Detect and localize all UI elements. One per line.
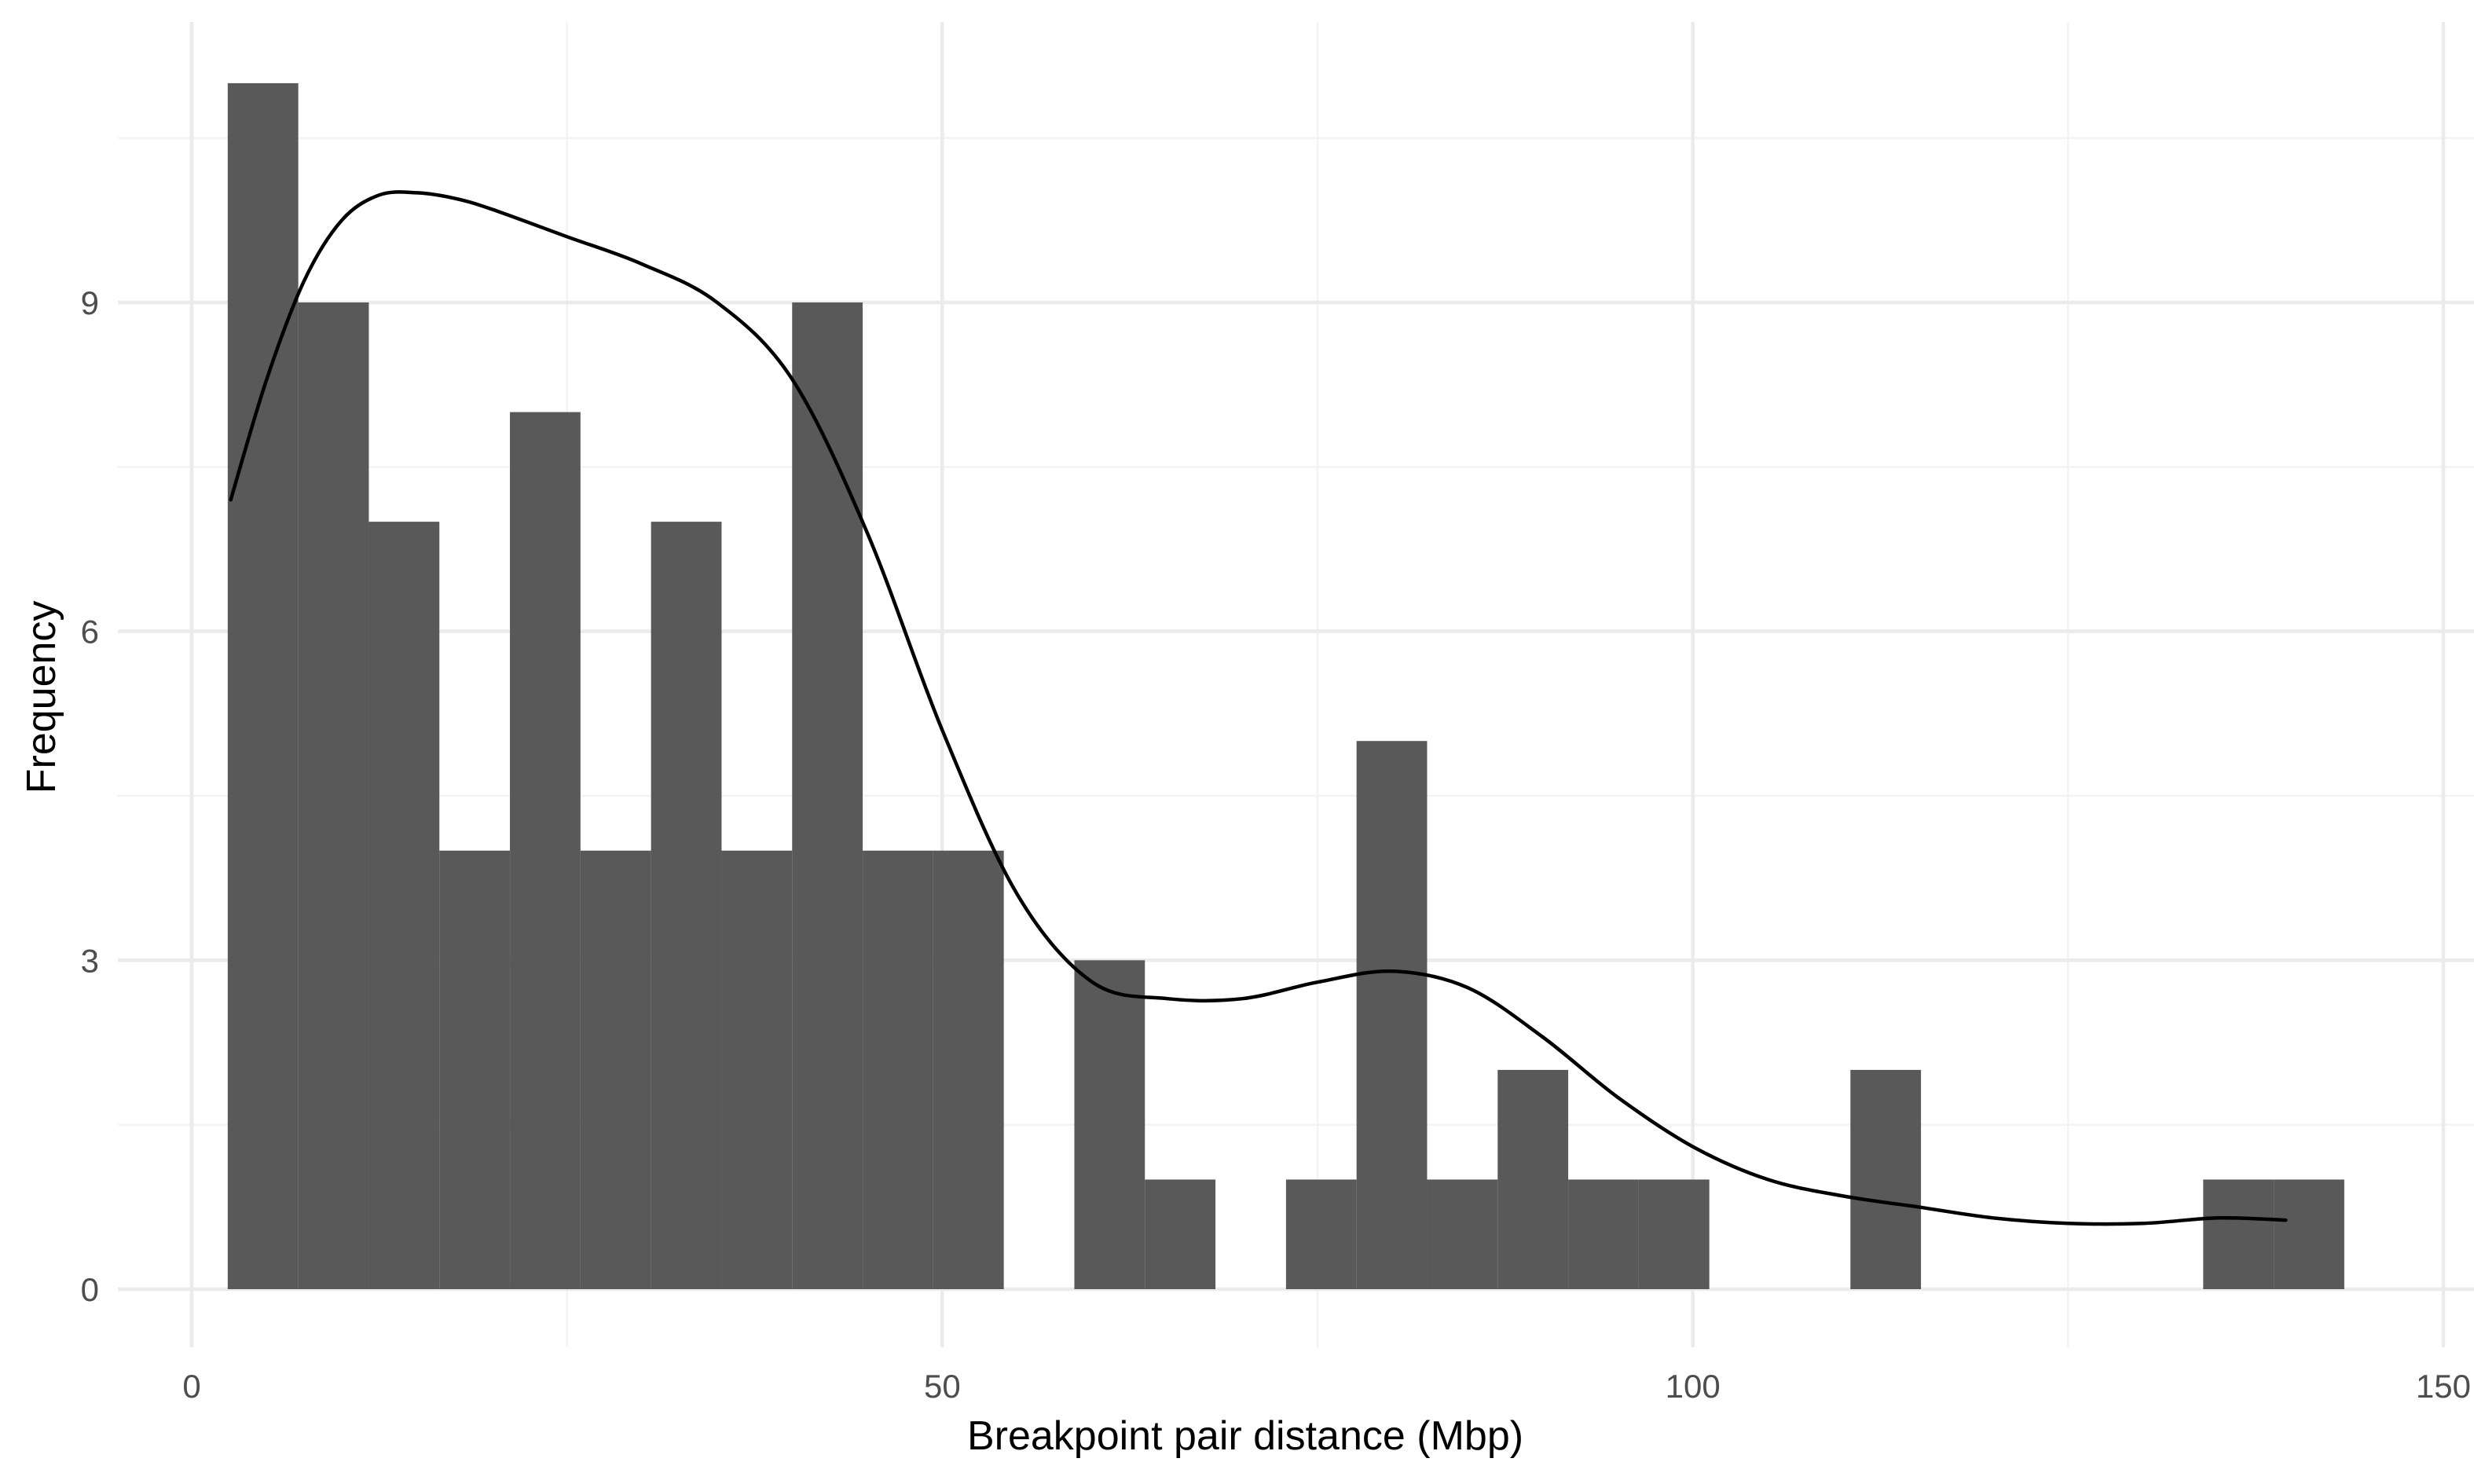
histogram-bar bbox=[2203, 1179, 2274, 1289]
y-tick-label: 6 bbox=[81, 614, 99, 650]
histogram-bars bbox=[227, 82, 2344, 1289]
histogram-bar bbox=[651, 522, 722, 1289]
histogram-bar bbox=[2274, 1179, 2344, 1289]
histogram-bar bbox=[298, 302, 369, 1289]
y-axis-tick-labels: 0 3 6 9 bbox=[81, 284, 99, 1308]
histogram-bar bbox=[933, 850, 1004, 1289]
histogram-bar bbox=[721, 850, 793, 1289]
histogram-bar bbox=[1497, 1069, 1569, 1289]
histogram-bar bbox=[1850, 1069, 1922, 1289]
x-axis-title: Breakpoint pair distance (Mbp) bbox=[967, 1413, 1523, 1459]
histogram-bar bbox=[792, 302, 863, 1289]
histogram-bar bbox=[1356, 741, 1428, 1289]
y-axis-title: Frequency bbox=[19, 601, 64, 794]
histogram-bar bbox=[1638, 1179, 1710, 1289]
histogram-bar bbox=[863, 850, 933, 1289]
histogram-bar bbox=[227, 82, 299, 1289]
histogram-bar bbox=[1285, 1179, 1357, 1289]
x-tick-label: 50 bbox=[924, 1368, 961, 1405]
x-axis-tick-labels: 0 50 100 150 bbox=[182, 1368, 2471, 1405]
histogram-bar bbox=[439, 850, 511, 1289]
y-tick-label: 0 bbox=[81, 1271, 99, 1308]
density-curve bbox=[229, 190, 2288, 1226]
histogram-bar bbox=[580, 850, 651, 1289]
x-tick-label: 0 bbox=[182, 1368, 200, 1405]
histogram-bar bbox=[1427, 1179, 1498, 1289]
histogram-bar bbox=[1074, 960, 1145, 1289]
y-tick-label: 3 bbox=[81, 942, 99, 979]
histogram-bar bbox=[368, 522, 440, 1289]
x-tick-label: 150 bbox=[2416, 1368, 2471, 1405]
y-tick-label: 9 bbox=[81, 284, 99, 321]
x-tick-label: 100 bbox=[1666, 1368, 1721, 1405]
histogram-bar bbox=[1568, 1179, 1639, 1289]
major-gridlines bbox=[118, 22, 2474, 1347]
histogram-bar bbox=[1145, 1179, 1216, 1289]
histogram-bar bbox=[510, 412, 581, 1289]
